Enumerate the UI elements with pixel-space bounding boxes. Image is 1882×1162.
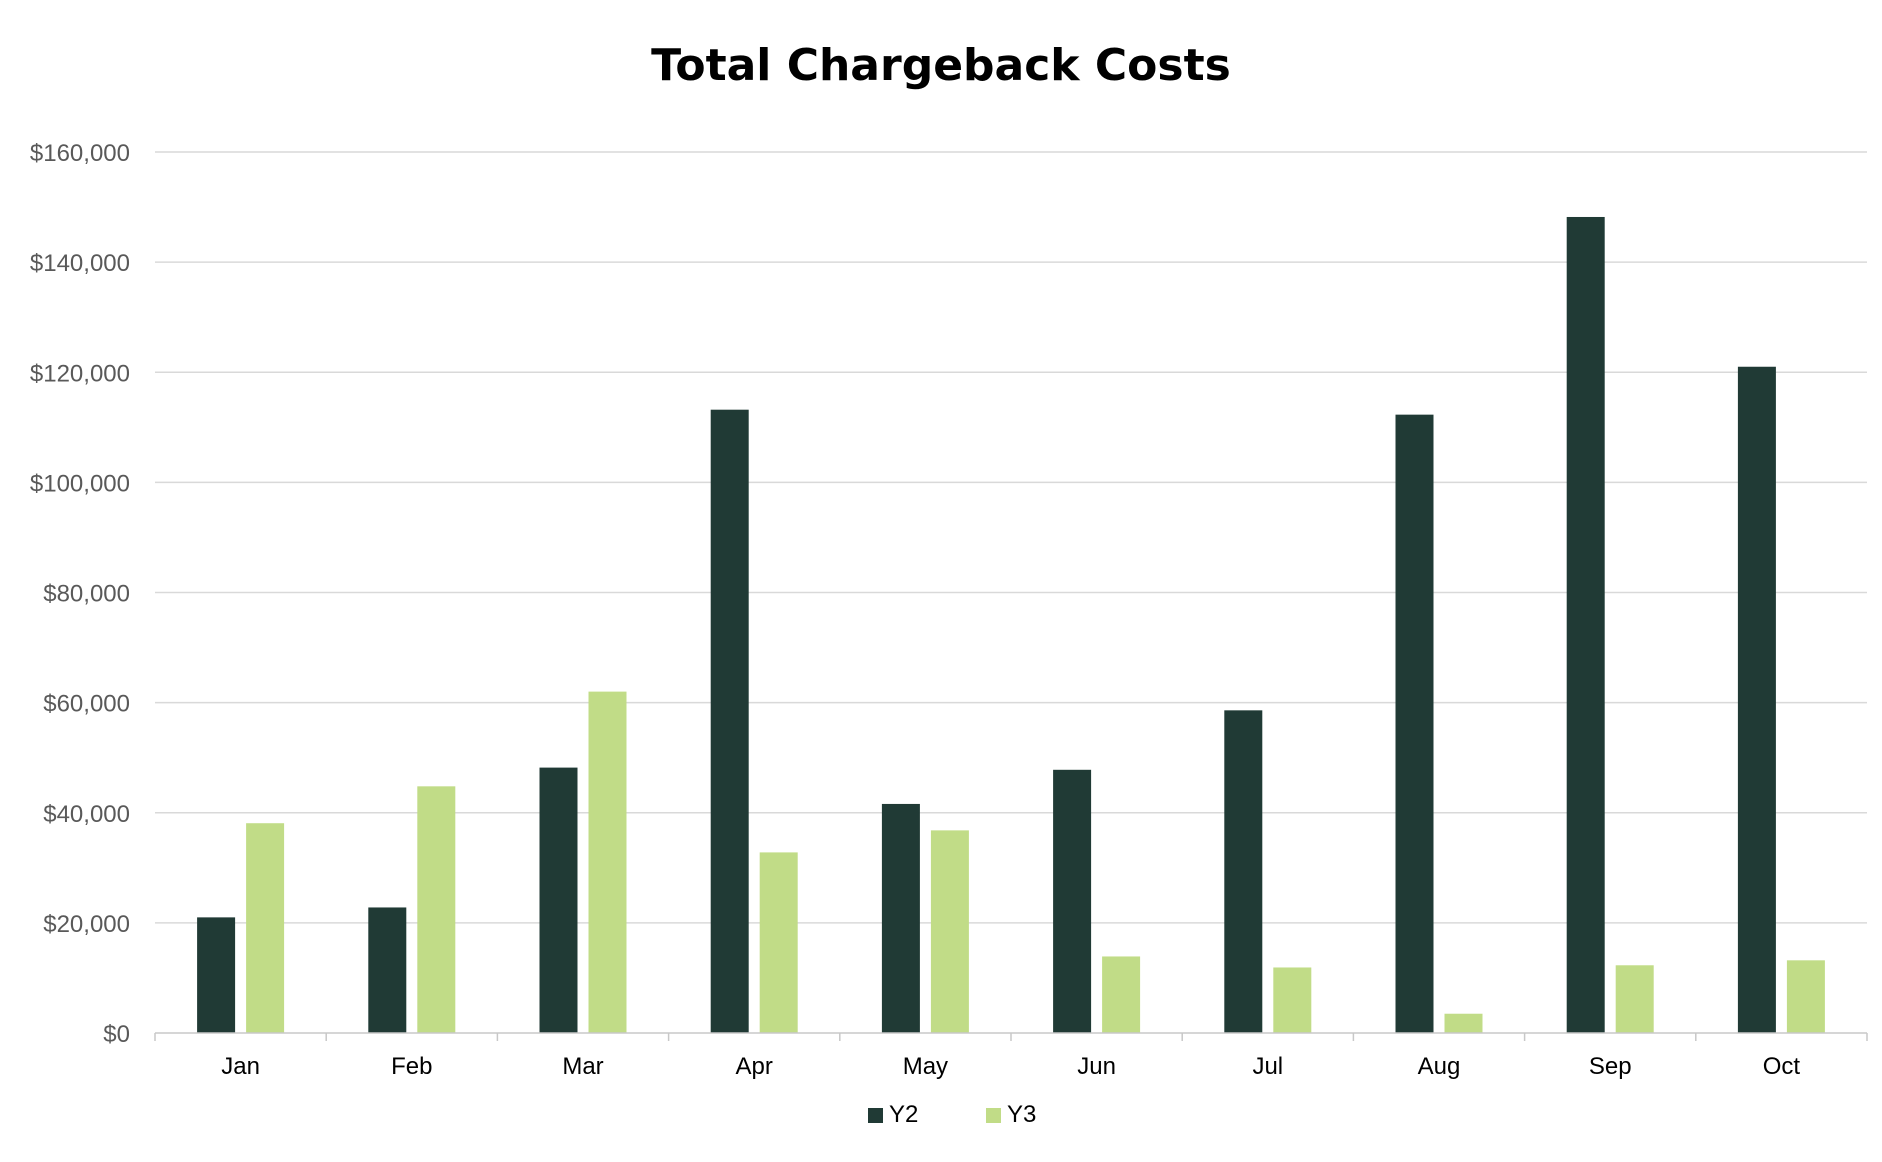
x-tick-label: Aug	[1418, 1053, 1461, 1080]
gridlines	[155, 151, 1867, 924]
y-tick-label: $20,000	[43, 911, 130, 938]
y-tick-label: $40,000	[43, 801, 130, 828]
bar-y2-feb	[368, 907, 407, 1033]
y-tick-label: $100,000	[30, 470, 130, 497]
x-tick-label: Jun	[1077, 1053, 1116, 1080]
legend: Y2 Y3	[868, 1101, 1036, 1128]
bar-y2-jun	[1053, 769, 1092, 1033]
legend-label-y2: Y2	[889, 1101, 918, 1128]
x-tick-label: Jul	[1252, 1053, 1283, 1080]
y-tick-label: $60,000	[43, 691, 130, 718]
x-tick-label: Feb	[391, 1053, 432, 1080]
bar-y3-sep	[1615, 965, 1654, 1033]
chart-title: Total Chargeback Costs	[651, 40, 1231, 91]
bar-y3-jun	[1102, 956, 1141, 1033]
x-tick-label: Jan	[221, 1053, 260, 1080]
bar-y2-sep	[1566, 216, 1605, 1033]
legend-swatch-y2	[868, 1108, 883, 1123]
bar-y2-mar	[539, 767, 578, 1033]
bar-y3-may	[930, 830, 969, 1033]
x-tick-label: Sep	[1589, 1053, 1632, 1080]
y-tick-label: $80,000	[43, 581, 130, 608]
bar-y3-oct	[1786, 960, 1825, 1033]
x-tick-label: Mar	[562, 1053, 603, 1080]
x-tick-label: Oct	[1763, 1053, 1801, 1080]
bar-y2-oct	[1737, 366, 1776, 1033]
bar-y3-apr	[759, 852, 798, 1033]
bar-y3-feb	[417, 786, 456, 1033]
x-tick-label: May	[903, 1053, 948, 1080]
bar-y2-jan	[197, 917, 236, 1033]
bar-y2-may	[881, 803, 920, 1033]
bar-y2-aug	[1395, 414, 1434, 1033]
bar-y3-aug	[1444, 1013, 1483, 1033]
x-tick-label: Apr	[736, 1053, 773, 1080]
y-tick-label: $120,000	[30, 360, 130, 387]
y-tick-label: $160,000	[30, 140, 130, 167]
x-axis	[154, 1032, 1868, 1041]
y-tick-label: $0	[103, 1021, 130, 1048]
bar-y2-apr	[710, 409, 749, 1033]
y-axis-ticks: $0 $20,000 $40,000 $60,000 $80,000 $100,000 $1…	[30, 140, 130, 1048]
legend-label-y3: Y3	[1007, 1101, 1036, 1128]
bars	[197, 216, 1825, 1033]
y-tick-label: $140,000	[30, 250, 130, 277]
bar-y3-mar	[588, 691, 627, 1033]
bar-y2-jul	[1224, 710, 1263, 1033]
bar-y3-jan	[246, 823, 285, 1033]
legend-swatch-y3	[986, 1108, 1001, 1123]
x-axis-ticks: Jan Feb Mar Apr May Jun Jul Aug Sep Oct	[221, 1053, 1800, 1080]
bar-y3-jul	[1273, 967, 1312, 1033]
